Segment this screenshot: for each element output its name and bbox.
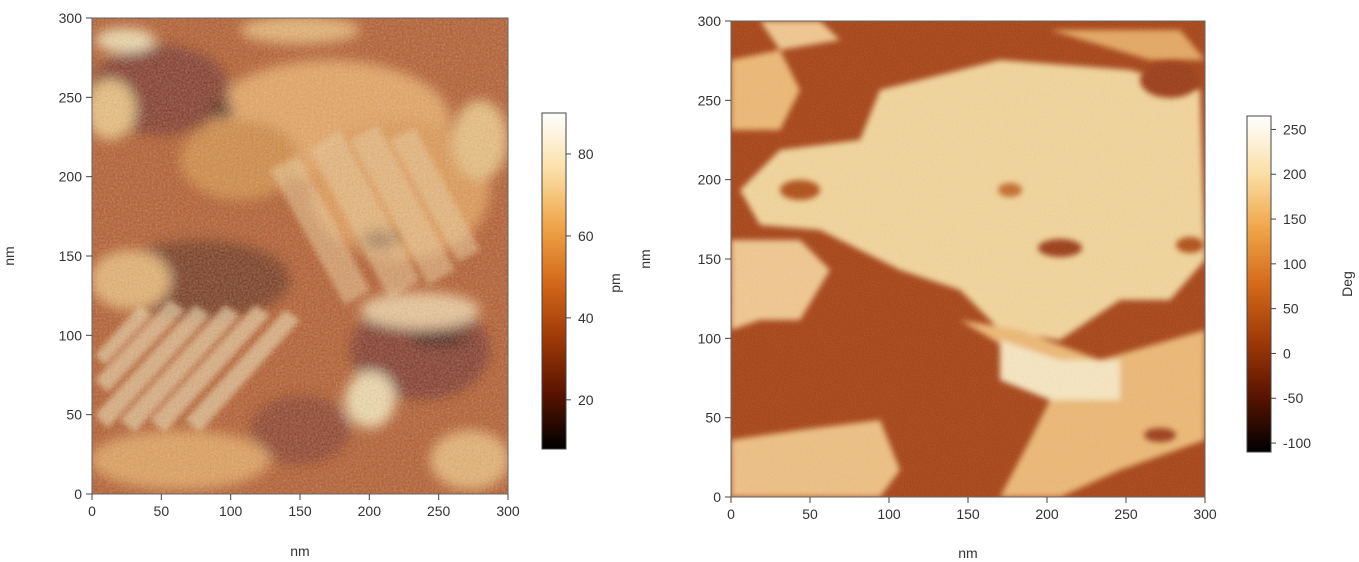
phase-map-image (731, 21, 1205, 497)
height-y-tick-label: 300 (59, 10, 83, 26)
phase-x-tick-label: 0 (727, 506, 735, 522)
phase-colorbar-tick-label: 150 (1283, 211, 1307, 227)
phase-x-tick-label: 100 (877, 506, 901, 522)
phase-map-x-axis-label: nm (958, 545, 977, 561)
phase-x-tick-label: 200 (1035, 506, 1059, 522)
height-x-tick-label: 100 (219, 503, 243, 519)
phase-colorbar-gradient (1246, 115, 1272, 453)
phase-map-axes: 0 50 100 150 200 250 300 0 50 100 150 200 250 300 (698, 13, 1217, 522)
phase-y-tick-label: 0 (713, 489, 721, 505)
height-map-image (92, 18, 508, 494)
height-map-axes: 0 50 100 150 200 250 300 0 50 100 150 200 250 300 (59, 10, 520, 519)
phase-map-y-axis-label: nm (637, 249, 653, 268)
height-colorbar-tick-label: 60 (578, 228, 594, 244)
phase-colorbar-tick-label: 100 (1283, 256, 1307, 272)
phase-colorbar-label: Deg (1339, 271, 1355, 297)
phase-y-tick-label: 250 (698, 92, 722, 108)
height-colorbar-tick-label: 80 (578, 146, 594, 162)
height-colorbar-tick-label: 20 (578, 392, 594, 408)
height-colorbar-label: pm (607, 273, 623, 292)
phase-x-tick-label: 50 (802, 506, 818, 522)
height-y-tick-label: 250 (59, 89, 83, 105)
phase-x-tick-label: 150 (956, 506, 980, 522)
phase-colorbar: -100 -50 0 50 100 150 200 250 Deg (1246, 115, 1355, 453)
height-colorbar-gradient (541, 112, 567, 450)
phase-colorbar-tick-label: 0 (1283, 345, 1291, 361)
phase-y-tick-label: 100 (698, 330, 722, 346)
phase-colorbar-tick-label: 250 (1283, 121, 1307, 137)
height-y-tick-label: 100 (59, 327, 83, 343)
height-colorbar-tick-label: 40 (578, 310, 594, 326)
phase-y-tick-label: 200 (698, 172, 722, 188)
phase-colorbar-tick-label: -100 (1283, 435, 1311, 451)
phase-x-tick-label: 300 (1193, 506, 1217, 522)
height-y-tick-label: 0 (74, 486, 82, 502)
phase-y-tick-label: 150 (698, 251, 722, 267)
height-y-tick-label: 50 (66, 407, 82, 423)
phase-colorbar-tick-label: -50 (1283, 390, 1303, 406)
phase-y-tick-label: 300 (698, 13, 722, 29)
phase-x-tick-label: 250 (1114, 506, 1138, 522)
height-y-tick-label: 150 (59, 248, 83, 264)
height-x-tick-label: 250 (427, 503, 451, 519)
height-colorbar: 20 40 60 80 pm (541, 112, 623, 450)
height-x-tick-label: 200 (358, 503, 382, 519)
height-x-tick-label: 300 (496, 503, 520, 519)
height-map-x-axis-label: nm (290, 543, 309, 559)
phase-colorbar-tick-label: 50 (1283, 301, 1299, 317)
phase-colorbar-tick-label: 200 (1283, 166, 1307, 182)
height-y-tick-label: 200 (59, 169, 83, 185)
height-x-tick-label: 0 (88, 503, 96, 519)
phase-y-tick-label: 50 (705, 410, 721, 426)
height-x-tick-label: 50 (154, 503, 170, 519)
height-x-tick-label: 150 (288, 503, 312, 519)
height-map-y-axis-label: nm (1, 246, 17, 265)
